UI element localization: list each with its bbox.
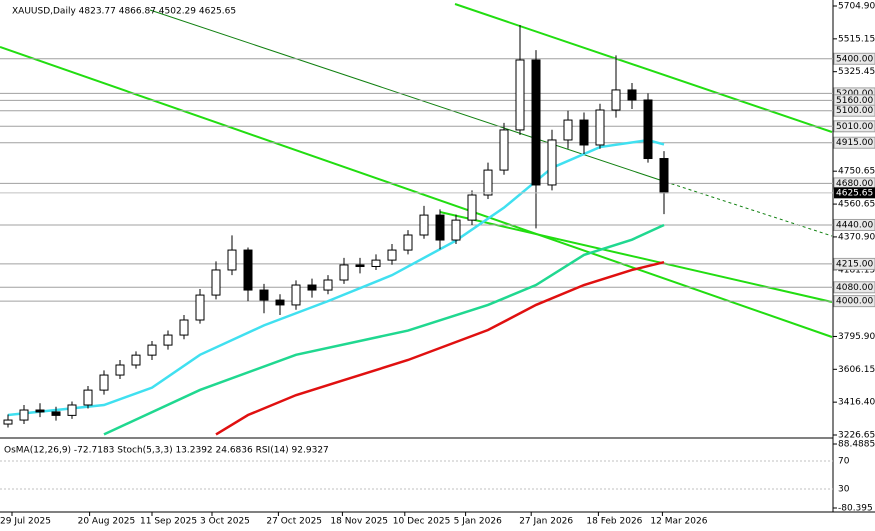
candle-body bbox=[371, 259, 381, 268]
x-tick-label: 5 Jan 2026 bbox=[454, 517, 502, 527]
x-tick-label: 18 Feb 2026 bbox=[586, 517, 642, 527]
level-box bbox=[833, 218, 875, 231]
level-box bbox=[833, 136, 875, 149]
level-label: 4440.00 bbox=[836, 220, 873, 230]
level-box bbox=[833, 104, 875, 117]
x-tick-label: 3 Oct 2025 bbox=[200, 517, 250, 527]
y-tick-label: 3226.65 bbox=[838, 431, 875, 441]
candle-body bbox=[131, 354, 141, 366]
x-tick-label: 18 Nov 2025 bbox=[330, 517, 388, 527]
candle-body bbox=[547, 139, 557, 186]
candle-body bbox=[387, 249, 397, 261]
candle-body bbox=[595, 109, 605, 146]
candle-body bbox=[483, 169, 493, 196]
candle-body bbox=[403, 234, 413, 251]
candle-body bbox=[579, 119, 589, 146]
trendline bbox=[659, 179, 833, 237]
candle-body bbox=[659, 158, 669, 194]
candle-body bbox=[563, 119, 573, 141]
x-tick-label: 11 Sep 2025 bbox=[140, 517, 197, 527]
level-label: 5200.00 bbox=[836, 89, 873, 99]
x-tick-label: 27 Jan 2026 bbox=[519, 517, 573, 527]
osc-tick-label: 88.4885 bbox=[838, 440, 875, 450]
oscillator-title: OsMA(12,26,9) -72.7183 Stoch(5,3,3) 13.2… bbox=[4, 446, 329, 456]
level-box bbox=[833, 295, 875, 308]
level-label: 4915.00 bbox=[836, 138, 873, 148]
y-tick-label: 5325.45 bbox=[838, 67, 875, 77]
y-tick-label: 3795.90 bbox=[838, 332, 875, 342]
rsi-tick-label: 30 bbox=[838, 485, 850, 495]
candle-body bbox=[67, 404, 77, 416]
level-box bbox=[833, 52, 875, 65]
candle-body bbox=[211, 269, 221, 296]
candle-body bbox=[3, 419, 13, 425]
candle-body bbox=[323, 279, 333, 291]
candle-body bbox=[531, 59, 541, 186]
candle-body bbox=[275, 299, 285, 306]
x-tick-label: 12 Mar 2026 bbox=[650, 517, 707, 527]
x-tick-label: 29 Jul 2025 bbox=[0, 517, 51, 527]
candle-body bbox=[99, 374, 109, 391]
candle-body bbox=[259, 289, 269, 301]
x-tick-label: 27 Oct 2025 bbox=[266, 517, 322, 527]
candle-body bbox=[227, 249, 237, 271]
candle-body bbox=[307, 284, 317, 291]
level-label: 5160.00 bbox=[836, 96, 873, 106]
candle-body bbox=[291, 284, 301, 306]
candle-body bbox=[611, 89, 621, 111]
y-tick-label: 4181.15 bbox=[838, 265, 875, 275]
candle-body bbox=[451, 219, 461, 241]
moving-average bbox=[103, 223, 665, 436]
candle-body bbox=[115, 364, 125, 376]
candle-body bbox=[195, 294, 205, 321]
y-tick-label: 3606.15 bbox=[838, 365, 875, 375]
y-tick-label: 4370.90 bbox=[838, 232, 875, 242]
y-tick-label: 4560.65 bbox=[838, 200, 875, 210]
moving-average bbox=[215, 260, 665, 436]
level-box bbox=[833, 281, 875, 294]
trendline bbox=[0, 46, 833, 338]
candle-body bbox=[83, 389, 93, 406]
level-box bbox=[833, 257, 875, 270]
candle-body bbox=[515, 59, 525, 131]
osc-tick-label: -80.395 bbox=[838, 504, 873, 514]
chart-title: XAUUSD,Daily 4823.77 4866.87 4502.29 462… bbox=[12, 7, 236, 17]
candle-body bbox=[467, 194, 477, 221]
level-box bbox=[833, 120, 875, 133]
candle-body bbox=[163, 334, 173, 346]
level-label: 4215.00 bbox=[836, 259, 873, 269]
last-price-label: 4625.65 bbox=[836, 188, 873, 198]
level-label: 4680.00 bbox=[836, 179, 873, 189]
trendline bbox=[149, 9, 661, 181]
level-label: 5100.00 bbox=[836, 106, 873, 116]
candle-body bbox=[35, 409, 45, 413]
candle-body bbox=[499, 129, 509, 171]
last-price-box bbox=[834, 187, 875, 199]
rsi-tick-label: 70 bbox=[838, 457, 850, 467]
x-tick-label: 20 Aug 2025 bbox=[78, 517, 136, 527]
y-tick-label: 3416.40 bbox=[838, 398, 875, 408]
y-tick-label: 5515.15 bbox=[838, 34, 875, 44]
candle-body bbox=[627, 89, 637, 101]
candle-body bbox=[179, 319, 189, 336]
y-tick-label: 5704.90 bbox=[838, 2, 875, 12]
candle-body bbox=[435, 214, 445, 241]
level-label: 4000.00 bbox=[836, 297, 873, 307]
level-label: 5010.00 bbox=[836, 122, 873, 132]
candle-body bbox=[51, 411, 61, 416]
candle-body bbox=[339, 264, 349, 281]
candle-body bbox=[643, 99, 653, 160]
level-label: 5400.00 bbox=[836, 54, 873, 64]
candle-body bbox=[419, 214, 429, 236]
candle-body bbox=[355, 264, 365, 268]
candle-body bbox=[19, 409, 29, 421]
x-tick-label: 10 Dec 2025 bbox=[393, 517, 451, 527]
candle-body bbox=[147, 344, 157, 356]
candle-body bbox=[243, 249, 253, 291]
level-label: 4080.00 bbox=[836, 283, 873, 293]
y-tick-label: 4750.65 bbox=[838, 167, 875, 177]
